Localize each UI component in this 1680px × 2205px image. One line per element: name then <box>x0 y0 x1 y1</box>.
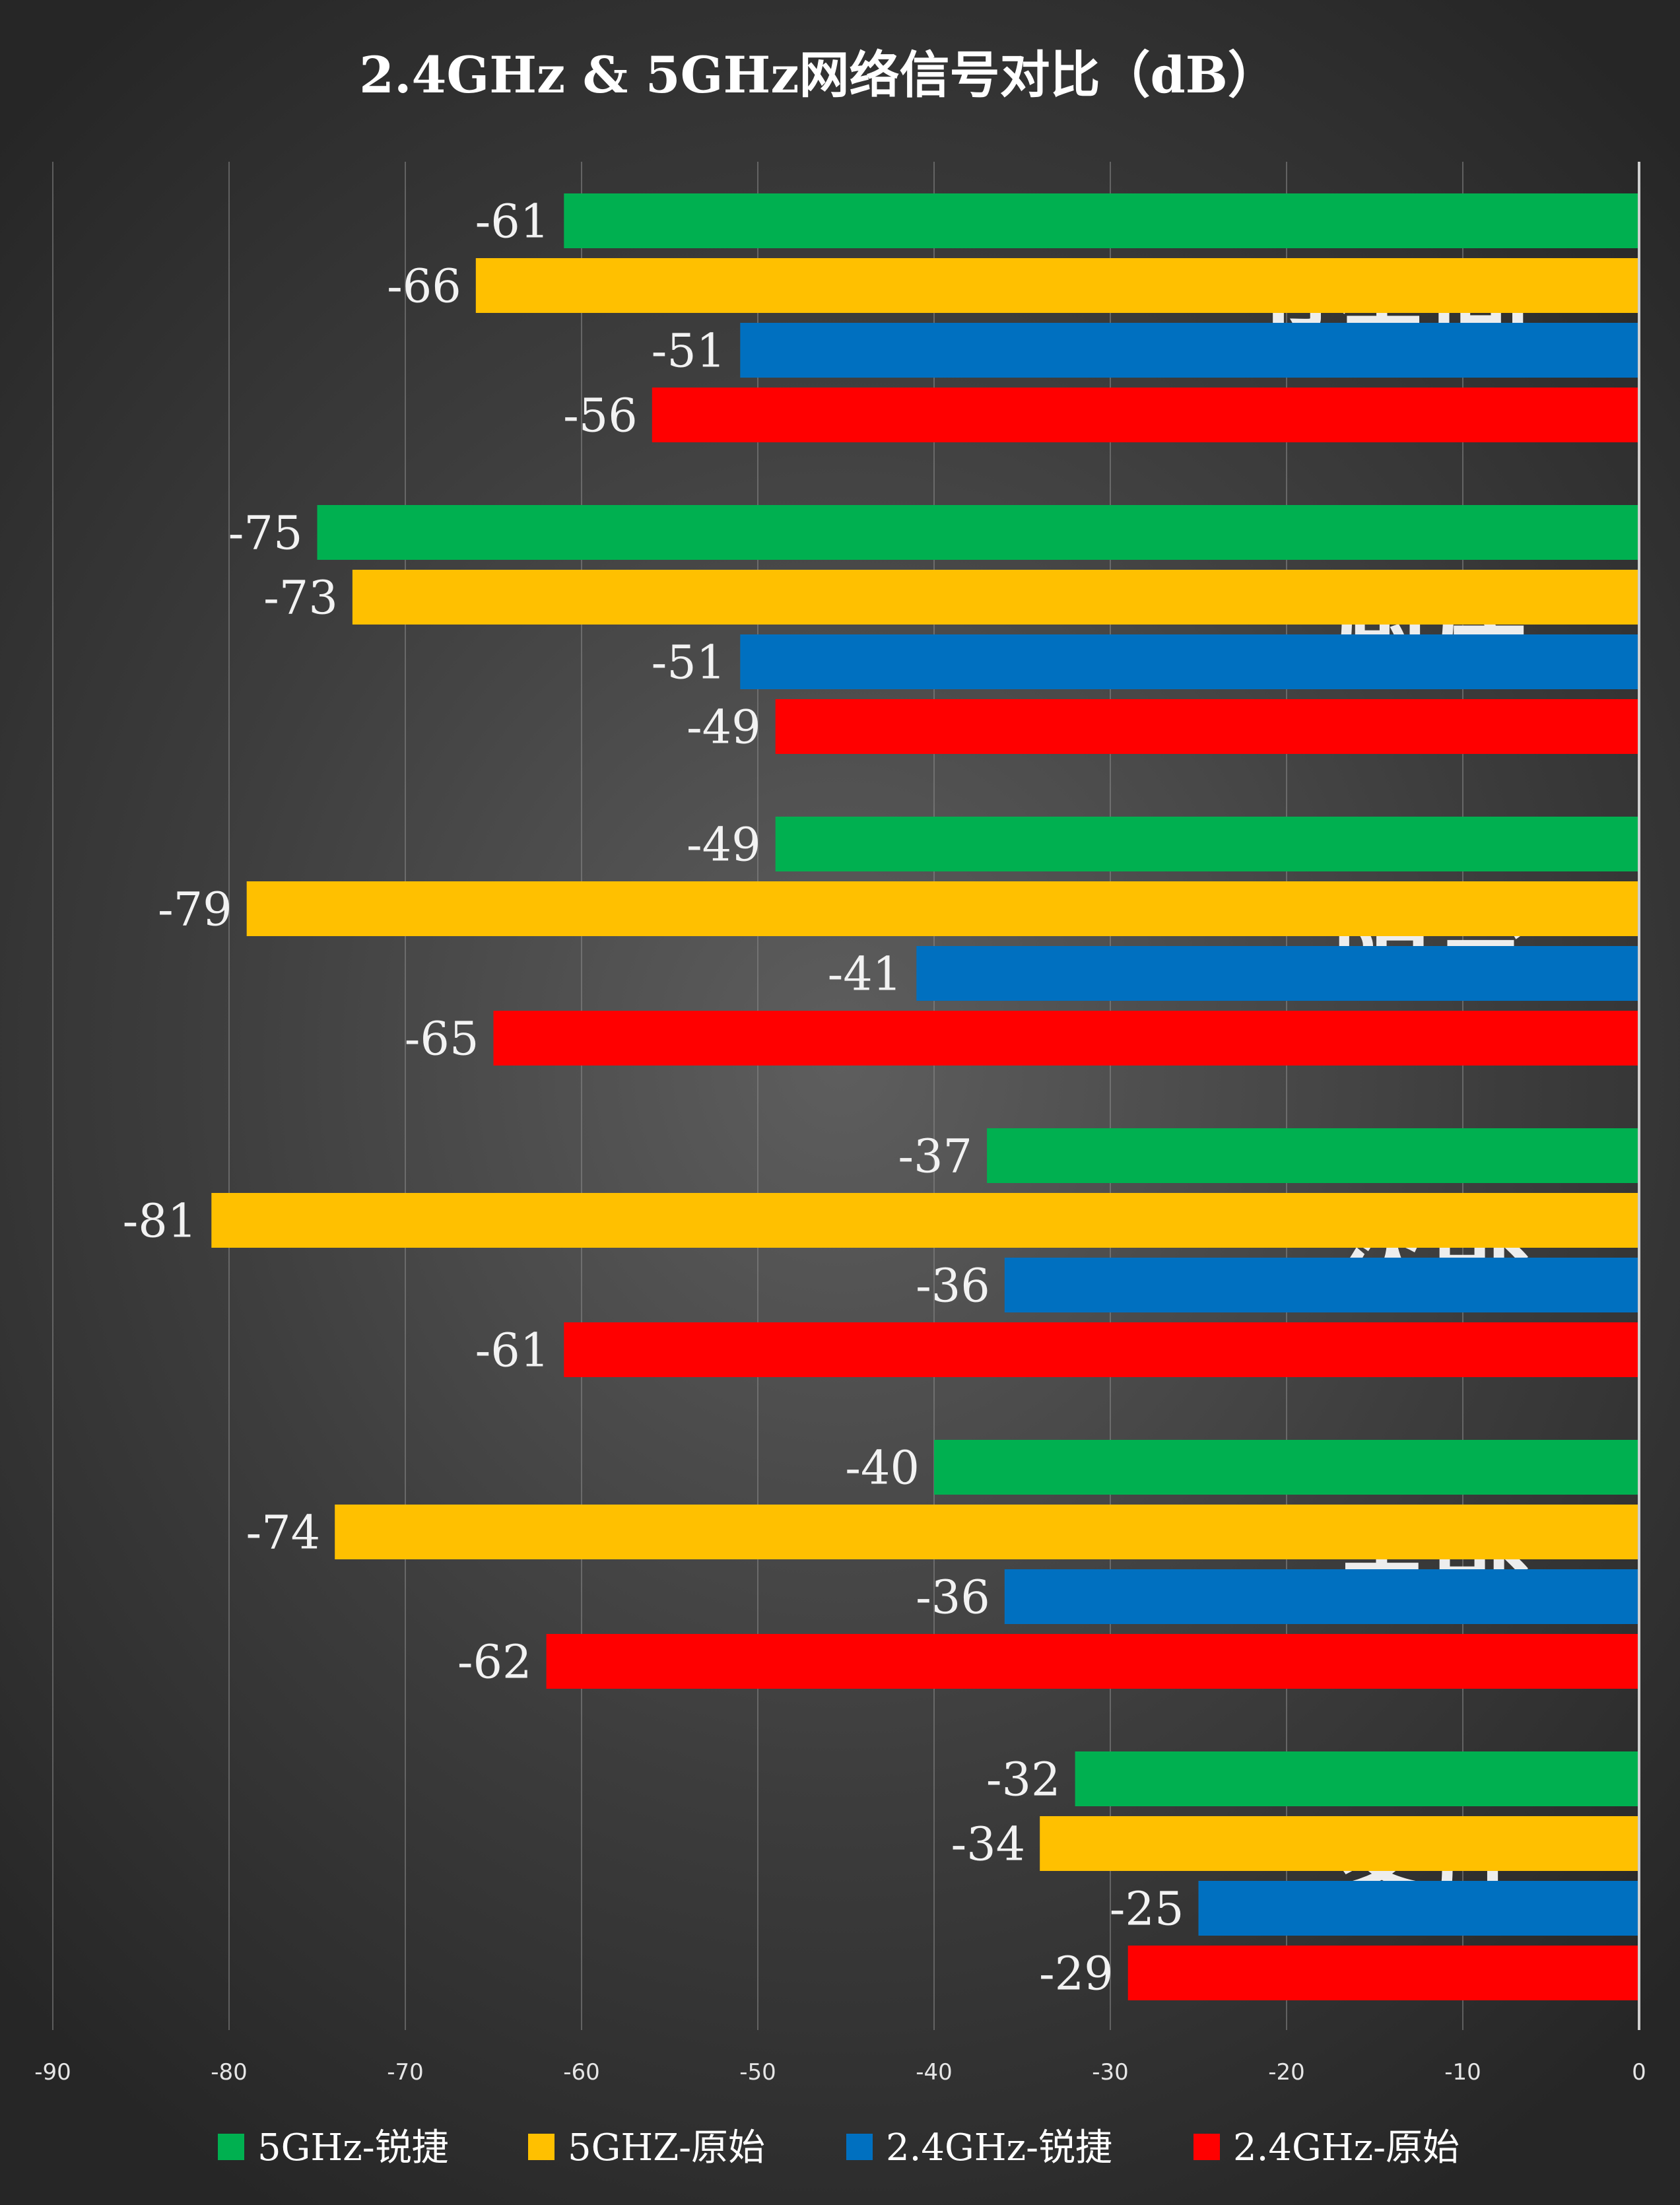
bar <box>546 1634 1639 1689</box>
x-tick-label: -50 <box>739 2059 776 2086</box>
bar <box>352 570 1639 625</box>
x-tick-label: -70 <box>387 2059 424 2086</box>
legend-item: 5GHz-锐捷 <box>218 2126 449 2169</box>
bar <box>246 881 1640 936</box>
bar <box>335 1505 1640 1559</box>
bar <box>1075 1751 1639 1806</box>
bars <box>211 193 1640 2000</box>
data-labels: -61 -66 -51 -56 -75 -73 -51 -49 -49 -79 -41 -65 -37 -… <box>123 195 1184 2001</box>
data-label: -37 <box>898 1130 972 1184</box>
data-label: -49 <box>687 700 761 755</box>
legend: 5GHz-锐捷 5GHZ-原始 2.4GHz-锐捷 2.4GHz-原始 <box>218 2126 1460 2169</box>
data-label: -34 <box>951 1817 1025 1872</box>
data-label: -49 <box>687 818 761 872</box>
x-tick-label: -90 <box>34 2059 71 2086</box>
legend-item: 2.4GHz-原始 <box>1193 2126 1460 2169</box>
data-label: -40 <box>845 1441 920 1495</box>
data-label: -32 <box>986 1753 1061 1807</box>
data-label: -25 <box>1110 1882 1184 1936</box>
data-label: -73 <box>263 571 338 625</box>
legend-swatch <box>846 2134 873 2160</box>
legend-label: 2.4GHz-锐捷 <box>886 2126 1112 2169</box>
bar <box>775 699 1639 754</box>
legend-label: 2.4GHz-原始 <box>1233 2126 1460 2169</box>
data-label: -51 <box>652 324 726 378</box>
legend-label: 5GHz-锐捷 <box>257 2126 449 2169</box>
bar <box>564 193 1639 248</box>
bar <box>211 1193 1639 1248</box>
bar <box>740 634 1639 689</box>
legend-label: 5GHZ-原始 <box>568 2126 765 2169</box>
data-label: -74 <box>246 1506 320 1560</box>
bar <box>652 388 1639 442</box>
x-tick-label: 0 <box>1632 2059 1646 2086</box>
data-label: -79 <box>158 883 232 937</box>
data-label: -36 <box>916 1259 990 1313</box>
x-tick-label: -10 <box>1444 2059 1481 2086</box>
data-label: -36 <box>916 1571 990 1625</box>
bar <box>934 1440 1639 1495</box>
legend-item: 2.4GHz-锐捷 <box>846 2126 1112 2169</box>
data-label: -66 <box>387 259 461 314</box>
bar <box>740 323 1639 378</box>
data-label: -81 <box>123 1194 197 1248</box>
bar <box>564 1322 1639 1377</box>
legend-item: 5GHZ-原始 <box>528 2126 765 2169</box>
x-tick-label: -80 <box>211 2059 248 2086</box>
legend-swatch <box>1193 2134 1220 2160</box>
bar <box>1004 1258 1639 1312</box>
bar <box>1040 1816 1639 1871</box>
bar <box>1127 1946 1639 2000</box>
chart-title: 2.4GHz & 5GHz网络信号对比（dB） <box>359 46 1278 104</box>
data-label: -41 <box>828 947 902 1001</box>
bar <box>1004 1569 1639 1624</box>
bar <box>493 1011 1639 1066</box>
x-axis-ticks: -90 -80 -70 -60 -50 -40 -30 -20 -10 0 <box>34 2059 1646 2086</box>
bar <box>916 946 1639 1001</box>
x-tick-label: -60 <box>563 2059 600 2086</box>
x-tick-label: -40 <box>916 2059 953 2086</box>
x-tick-label: -20 <box>1268 2059 1305 2086</box>
data-label: -62 <box>457 1635 532 1689</box>
data-label: -65 <box>405 1012 479 1066</box>
bar <box>317 505 1639 560</box>
data-label: -61 <box>475 1324 550 1378</box>
x-tick-label: -30 <box>1092 2059 1129 2086</box>
legend-swatch <box>218 2134 244 2160</box>
bar <box>775 817 1639 871</box>
legend-swatch <box>528 2134 554 2160</box>
grid-lines <box>52 162 1463 2030</box>
data-label: -51 <box>652 636 726 690</box>
bar <box>987 1128 1639 1183</box>
data-label: -75 <box>228 506 303 560</box>
data-label: -61 <box>475 195 550 249</box>
bar <box>475 258 1639 313</box>
data-label: -29 <box>1039 1947 1114 2001</box>
data-label: -56 <box>563 389 638 443</box>
bar <box>1198 1881 1639 1936</box>
